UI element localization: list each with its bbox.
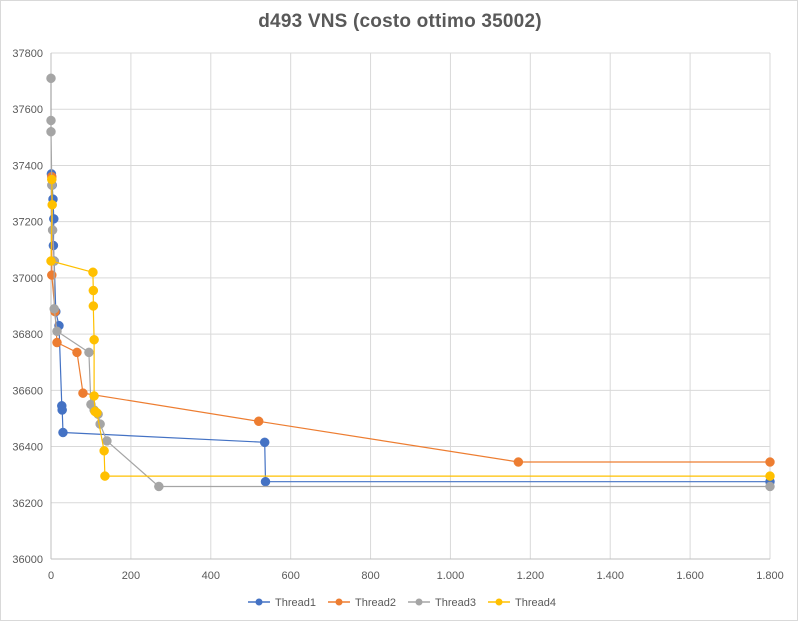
data-point-thread4 <box>88 267 98 278</box>
data-point-thread4 <box>100 471 110 481</box>
x-tick-label: 200 <box>122 570 140 582</box>
legend-marker-thread3 <box>415 598 423 606</box>
data-point-thread3 <box>765 481 775 492</box>
series-thread3 <box>46 73 775 492</box>
y-tick-label: 37400 <box>12 160 43 172</box>
x-tick-label: 1.400 <box>596 570 624 582</box>
y-tick-label: 36000 <box>12 554 43 566</box>
data-point-thread3 <box>102 436 112 446</box>
data-point-thread3 <box>47 225 58 235</box>
data-point-thread4 <box>92 408 102 418</box>
x-tick-label: 800 <box>361 570 379 582</box>
legend-item-thread1: Thread1 <box>248 597 316 609</box>
series-line-thread4 <box>50 179 770 477</box>
x-tick-label: 600 <box>281 570 299 582</box>
data-point-thread4 <box>47 200 57 210</box>
y-tick-label: 37200 <box>12 217 43 229</box>
legend-marker-thread1 <box>255 598 263 606</box>
series-thread2 <box>47 171 775 467</box>
data-point-thread3 <box>52 326 62 337</box>
y-tick-label: 36400 <box>12 442 43 454</box>
y-tick-label: 36800 <box>12 329 43 341</box>
y-tick-label: 36200 <box>12 498 43 510</box>
series-thread1 <box>46 169 775 487</box>
y-tick-label: 37800 <box>12 48 43 60</box>
axes: 36000 36200 36400 36600 36800 37000 37200 37400… <box>12 48 783 582</box>
data-point-thread2 <box>72 347 82 358</box>
series-line-thread3 <box>50 78 770 488</box>
data-point-thread3 <box>84 347 94 358</box>
data-point-thread1 <box>49 214 59 224</box>
data-point-thread4 <box>88 285 99 296</box>
data-point-thread1 <box>57 405 67 415</box>
data-point-thread4 <box>47 174 57 185</box>
data-point-thread2 <box>765 457 775 467</box>
legend-item-thread3: Thread3 <box>408 597 476 609</box>
y-tick-label: 37000 <box>12 273 43 285</box>
x-tick-label: 0 <box>48 570 54 582</box>
legend-marker-thread2 <box>335 598 343 606</box>
data-point-thread4 <box>89 391 99 401</box>
legend-marker-thread4 <box>495 598 503 606</box>
data-point-thread2 <box>47 270 57 280</box>
data-point-thread3 <box>46 115 56 126</box>
data-point-thread3 <box>49 304 59 314</box>
data-point-thread4 <box>46 256 56 266</box>
series-line-thread1 <box>50 173 770 483</box>
x-tick-label: 1.800 <box>756 570 784 582</box>
legend: Thread1 Thread2 Thread3 Thread4 <box>248 597 556 609</box>
data-point-thread1 <box>58 427 68 438</box>
data-point-thread3 <box>46 126 56 137</box>
data-point-thread3 <box>154 481 164 492</box>
data-point-thread2 <box>78 388 88 398</box>
data-point-thread3 <box>46 73 56 84</box>
data-point-thread4 <box>89 334 99 345</box>
series-layer <box>46 73 775 492</box>
legend-label-thread1: Thread1 <box>275 597 316 609</box>
data-point-thread1 <box>259 437 270 448</box>
x-tick-label: 400 <box>202 570 220 582</box>
data-point-thread2 <box>253 416 264 427</box>
data-point-thread4 <box>88 301 99 311</box>
x-tick-label: 1.200 <box>517 570 545 582</box>
series-thread4 <box>46 174 775 481</box>
legend-label-thread4: Thread4 <box>515 597 556 609</box>
legend-item-thread4: Thread4 <box>488 597 556 609</box>
legend-label-thread2: Thread2 <box>355 597 396 609</box>
series-line-thread2 <box>51 176 770 463</box>
x-tick-label: 1.600 <box>676 570 704 582</box>
x-tick-label: 1.000 <box>437 570 465 582</box>
data-point-thread1 <box>260 476 271 487</box>
chart-title: d493 VNS (costo ottimo 35002) <box>258 11 542 32</box>
data-point-thread4 <box>99 446 109 456</box>
data-point-thread2 <box>52 337 62 348</box>
data-point-thread2 <box>513 457 524 467</box>
legend-label-thread3: Thread3 <box>435 597 476 609</box>
y-tick-label: 36600 <box>12 385 43 397</box>
data-point-thread4 <box>765 471 775 481</box>
y-tick-label: 37600 <box>12 104 43 116</box>
legend-item-thread2: Thread2 <box>328 597 396 609</box>
